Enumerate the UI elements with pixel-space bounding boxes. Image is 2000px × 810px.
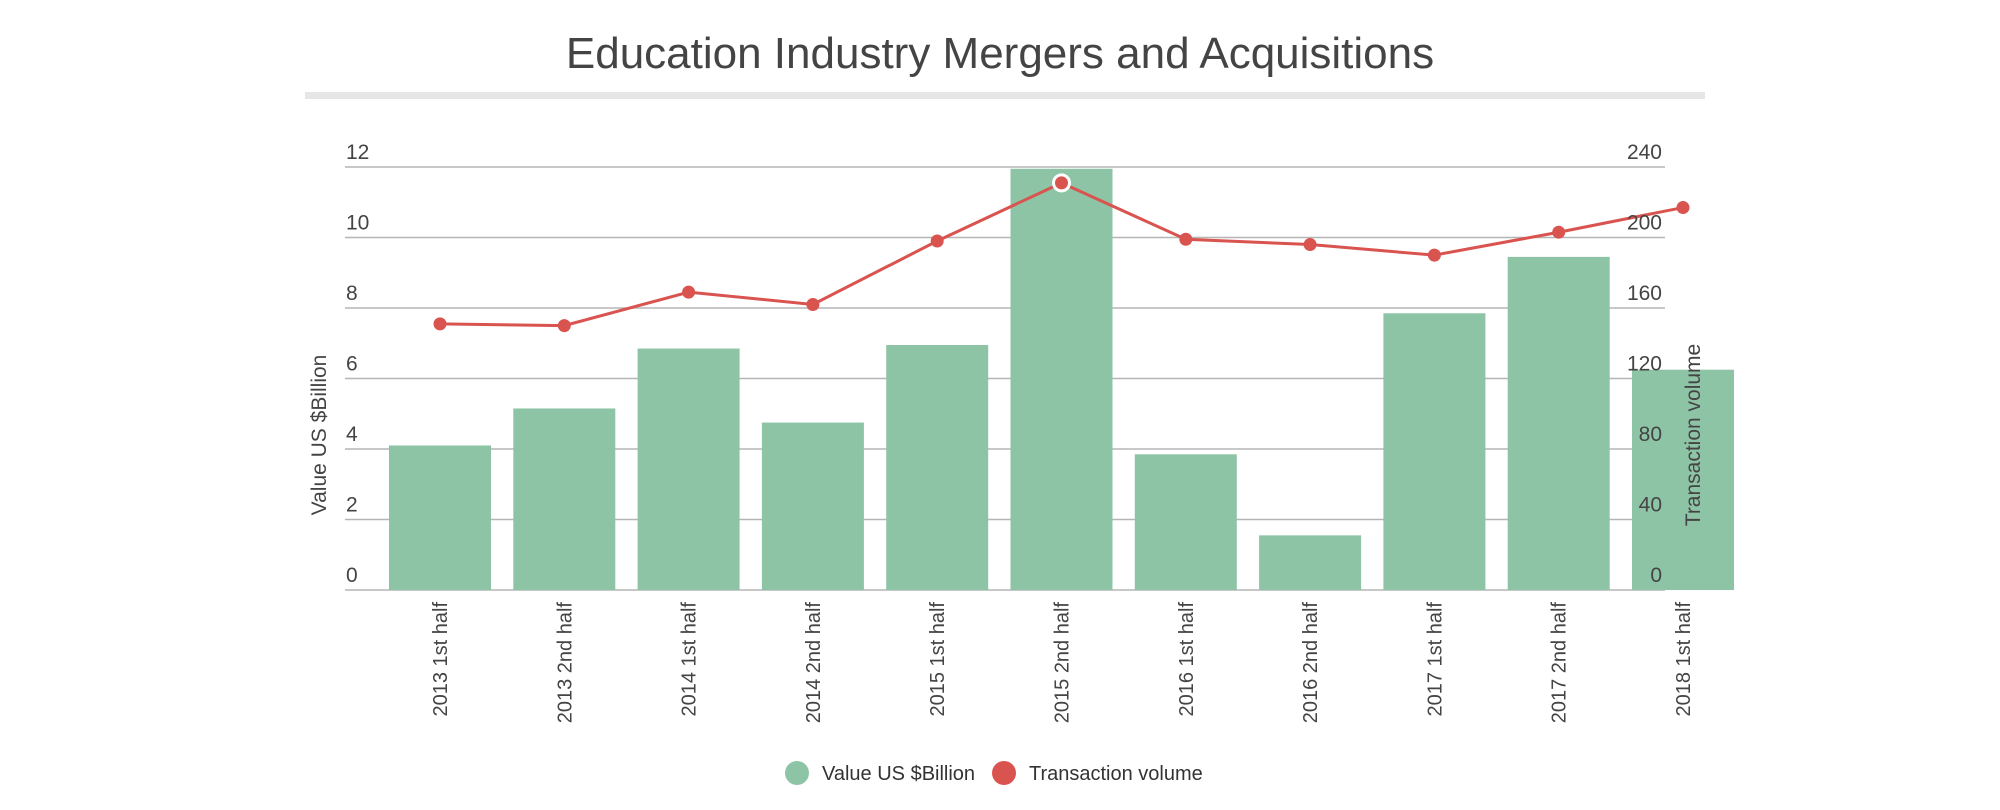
bar [1507,256,1610,590]
line-point [1552,225,1566,239]
legend: Value US $Billion Transaction volume [785,761,1203,785]
right-tick-label: 40 [1639,494,1662,517]
legend-label-value: Value US $Billion [822,763,975,785]
bar [513,408,616,590]
line-point [1179,232,1193,246]
bar [1383,313,1486,590]
line-series [433,173,1690,333]
line-point [1052,173,1071,193]
bar-series [389,168,1734,590]
category-label: 2014 1st half [679,602,701,717]
legend-swatch-value [785,761,809,785]
bar [1134,454,1237,590]
right-axis-label: Transaction volume [1682,344,1705,526]
title-underline [305,92,1705,99]
right-tick-label: 0 [1650,564,1662,587]
line-point [433,317,447,331]
bar [886,345,989,590]
category-label: 2016 2nd half [1300,602,1322,724]
left-tick-label: 12 [346,141,369,164]
right-tick-label: 200 [1627,212,1662,235]
left-tick-label: 10 [346,212,369,235]
category-label: 2015 2nd half [1052,602,1074,724]
line-point [557,319,571,333]
right-tick-label: 80 [1639,423,1662,446]
category-label: 2013 2nd half [554,602,576,724]
category-label: 2013 1st half [430,602,452,717]
category-label: 2017 1st half [1424,602,1446,717]
line-point [930,234,944,248]
category-label: 2016 1st half [1176,602,1198,717]
left-axis-ticks: 0 2 4 6 8 10 12 [346,141,369,587]
category-label: 2018 1st half [1673,602,1695,717]
left-tick-label: 0 [346,564,358,587]
bar [1632,369,1734,590]
legend-label-volume: Transaction volume [1029,763,1203,785]
bar [637,348,740,590]
bar [761,422,864,590]
category-label: 2017 2nd half [1549,602,1571,724]
chart-title: Education Industry Mergers and Acquisiti… [566,29,1434,78]
right-tick-label: 120 [1627,353,1662,376]
left-tick-label: 4 [346,423,358,446]
line-point [1427,248,1441,262]
right-axis-ticks: 0 40 80 120 160 200 240 [1627,141,1662,587]
left-tick-label: 8 [346,282,358,305]
category-label: 2015 1st half [927,602,949,717]
left-axis-label: Value US $Billion [308,355,331,516]
legend-swatch-volume [992,761,1016,785]
line-point [1676,201,1690,215]
line-point [1303,238,1317,252]
bar [389,445,491,590]
category-label: 2014 2nd half [803,602,825,724]
bar [1010,168,1113,590]
bar [1259,535,1362,590]
right-tick-label: 160 [1627,282,1662,305]
line-point [682,285,696,299]
line-point [806,297,820,311]
category-labels: 2013 1st half 2013 2nd half 2014 1st half 2… [430,602,1695,724]
right-tick-label: 240 [1627,141,1662,164]
left-tick-label: 2 [346,494,358,517]
left-tick-label: 6 [346,353,358,376]
